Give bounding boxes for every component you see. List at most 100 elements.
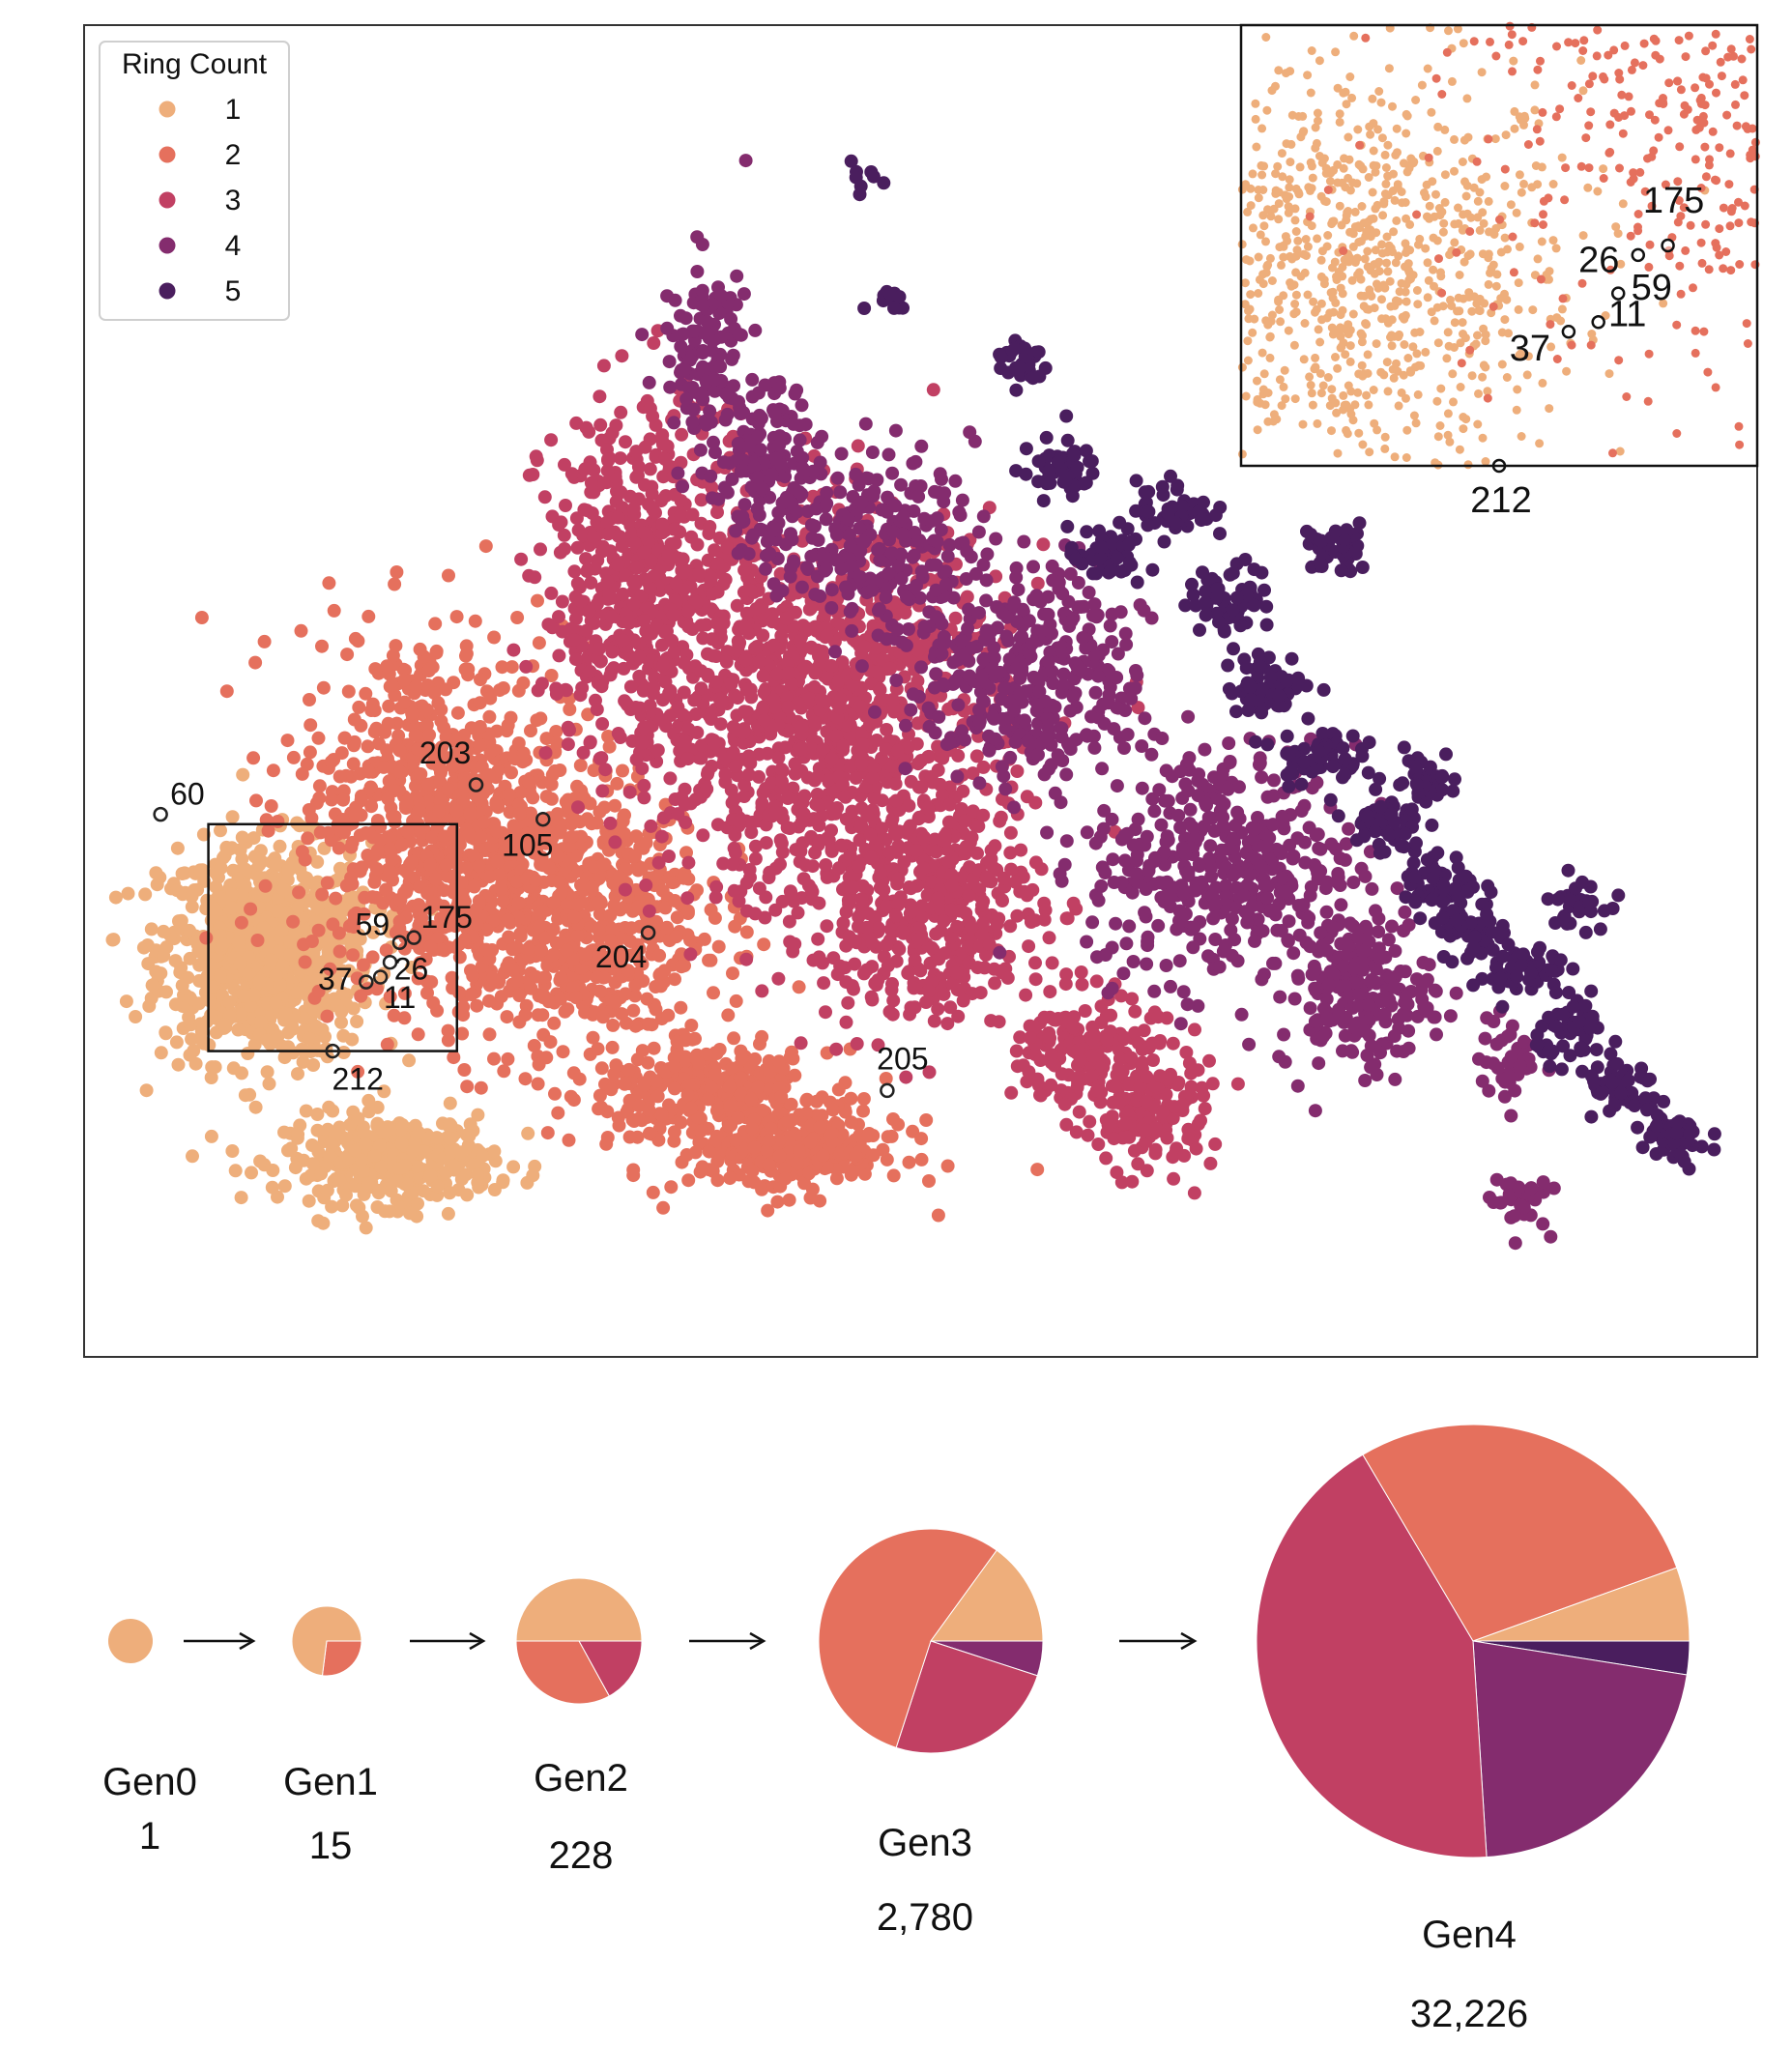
scatter-point <box>676 707 690 722</box>
scatter-point <box>655 437 670 451</box>
scatter-point <box>216 937 230 952</box>
scatter-point <box>303 892 318 907</box>
scatter-point <box>334 1004 349 1019</box>
scatter-point <box>421 664 436 678</box>
scatter-point <box>599 1137 614 1151</box>
scatter-point <box>357 958 370 972</box>
scatter-point <box>587 485 601 500</box>
scatter-points <box>105 154 1721 1251</box>
scatter-point <box>623 489 637 504</box>
scatter-point <box>144 922 159 936</box>
scatter-point <box>361 609 376 623</box>
scatter-point <box>681 855 696 870</box>
scatter-point <box>831 1082 846 1097</box>
scatter-point <box>502 788 516 802</box>
scatter-point <box>578 462 593 476</box>
scatter-point <box>367 875 382 889</box>
scatter-point <box>668 1081 681 1096</box>
scatter-point <box>555 594 569 609</box>
scatter-point <box>316 680 331 695</box>
scatter-point <box>350 1015 364 1028</box>
scatter-point <box>411 1027 425 1042</box>
scatter-point <box>637 720 651 734</box>
scatter-point <box>707 736 721 751</box>
scatter-point <box>346 948 361 963</box>
scatter-point <box>697 932 711 946</box>
scatter-point <box>443 1131 457 1145</box>
scatter-point <box>385 677 399 692</box>
scatter-point <box>604 1082 619 1097</box>
scatter-point <box>361 739 375 754</box>
scatter-point <box>394 1137 409 1151</box>
scatter-point <box>238 862 252 877</box>
scatter-point <box>637 1078 651 1092</box>
scatter-point <box>546 922 561 936</box>
scatter-point <box>728 919 742 934</box>
scatter-point <box>553 763 567 777</box>
scatter-point <box>478 539 493 554</box>
scatter-point <box>337 731 352 745</box>
scatter-point <box>249 793 263 808</box>
scatter-point <box>384 1184 398 1198</box>
scatter-point <box>325 792 339 807</box>
scatter-point <box>792 980 806 994</box>
scatter-point <box>497 1064 511 1079</box>
scatter-point <box>849 771 863 785</box>
scatter-point <box>614 405 628 419</box>
scatter-point <box>535 1008 550 1022</box>
scatter-point <box>199 931 214 945</box>
scatter-point <box>612 1118 626 1133</box>
scatter-point <box>680 1088 695 1102</box>
scatter-point <box>105 933 120 947</box>
scatter-point <box>668 522 682 536</box>
scatter-point <box>622 785 637 799</box>
scatter-point <box>472 859 486 874</box>
scatter-point <box>512 989 527 1002</box>
scatter-point <box>626 1003 641 1018</box>
scatter-point <box>352 700 366 714</box>
scatter-point <box>526 468 540 481</box>
scatter-point <box>428 872 443 886</box>
scatter-point <box>738 620 753 635</box>
scatter-point <box>159 1025 173 1040</box>
scatter-point <box>914 1152 929 1167</box>
scatter-point <box>174 961 188 975</box>
scatter-point <box>320 876 334 890</box>
scatter-point <box>747 1140 762 1155</box>
scatter-point <box>306 1058 321 1072</box>
scatter-point <box>380 743 394 758</box>
scatter-point <box>388 577 402 591</box>
scatter-point <box>604 610 619 624</box>
scatter-point <box>186 1149 199 1164</box>
scatter-point <box>580 564 594 579</box>
scatter-point <box>543 1035 558 1050</box>
scatter-point <box>244 998 258 1013</box>
scatter-point <box>681 1173 696 1188</box>
scatter-point <box>653 712 668 727</box>
scatter-point <box>329 891 343 906</box>
scatter-point <box>377 760 390 774</box>
scatter-point <box>281 1025 296 1040</box>
scatter-point <box>247 1037 262 1051</box>
scatter-point <box>175 978 189 993</box>
scatter-point <box>561 737 575 752</box>
scatter-point <box>521 942 535 956</box>
scatter-point <box>535 905 550 918</box>
scatter-point <box>674 1000 688 1015</box>
scatter-point <box>361 1176 376 1191</box>
scatter-point <box>266 763 280 778</box>
scatter-point <box>794 844 808 858</box>
scatter-point <box>356 1209 369 1224</box>
scatter-point <box>253 1015 268 1029</box>
scatter-point <box>452 937 467 952</box>
scatter-point <box>667 1059 681 1074</box>
scatter-point <box>505 660 519 675</box>
scatter-point <box>482 709 497 724</box>
scatter-point <box>726 857 740 872</box>
scatter-point <box>684 1101 699 1115</box>
scatter-point <box>286 750 301 764</box>
scatter-point <box>537 490 552 504</box>
scatter-point <box>665 633 679 648</box>
scatter-point <box>380 1037 394 1051</box>
scatter-point <box>228 1164 243 1178</box>
